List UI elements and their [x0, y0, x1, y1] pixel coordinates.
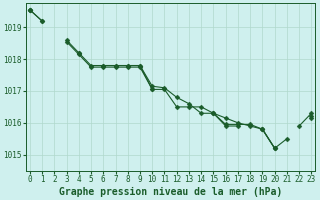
X-axis label: Graphe pression niveau de la mer (hPa): Graphe pression niveau de la mer (hPa): [59, 186, 282, 197]
